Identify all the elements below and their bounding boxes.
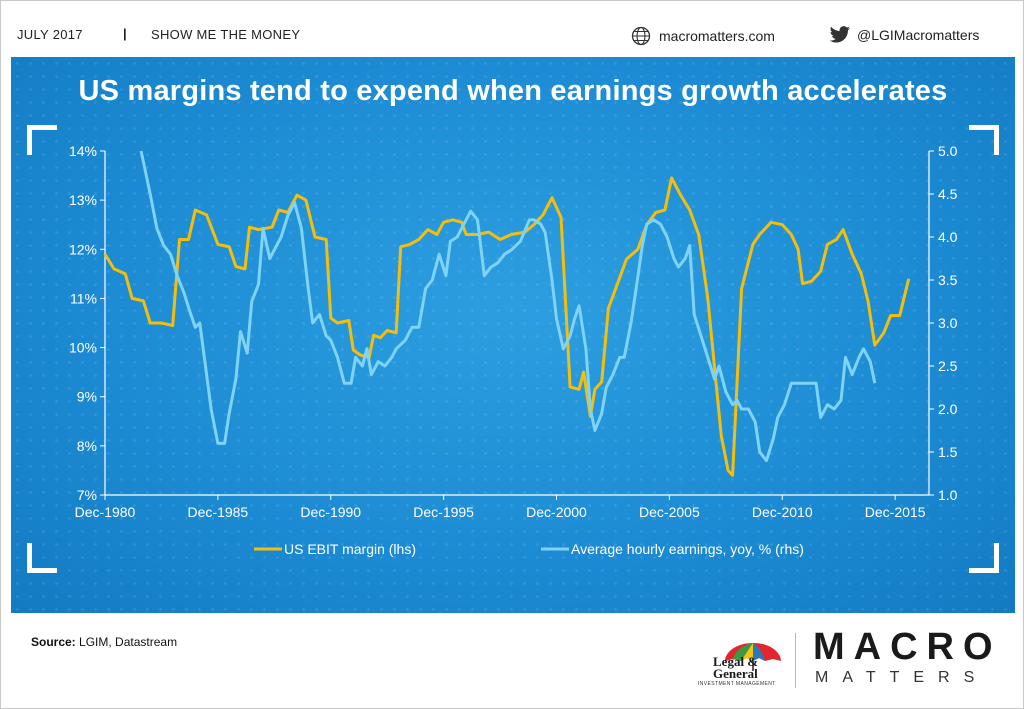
left-axis-tick-label: 9% [77, 389, 97, 405]
legend-label: US EBIT margin (lhs) [284, 541, 416, 557]
right-axis-tick-label: 1.0 [938, 487, 958, 503]
source-note: Source: LGIM, Datastream [31, 635, 177, 649]
matters-wordmark: MATTERS [815, 669, 989, 686]
x-axis-tick-label: Dec-1995 [413, 504, 474, 520]
legend-label: Average hourly earnings, yoy, % (rhs) [571, 541, 804, 557]
corner-bracket-top-right [969, 125, 999, 155]
report-date: JULY 2017 [17, 27, 83, 42]
lg-name-line1: Legal & [713, 654, 759, 669]
website-link[interactable]: macromatters.com [631, 26, 775, 46]
right-axis-tick-label: 3.5 [938, 272, 958, 288]
right-axis-tick-label: 3.0 [938, 315, 958, 331]
legal-general-wordmark: Legal & General [713, 654, 759, 681]
twitter-link[interactable]: @LGIMacromatters [829, 26, 979, 44]
header-separator: | [123, 26, 127, 41]
hourly-earnings-line [139, 150, 877, 463]
series-name: SHOW ME THE MONEY [151, 27, 301, 42]
lg-name-line2: General [713, 666, 758, 681]
website-text: macromatters.com [659, 28, 775, 44]
x-axis-tick-label: Dec-1990 [300, 504, 361, 520]
ebit-margin-line [103, 176, 911, 477]
left-axis-tick-label: 8% [77, 438, 97, 454]
x-axis-tick-label: Dec-2010 [752, 504, 813, 520]
source-text: LGIM, Datastream [79, 635, 178, 649]
x-axis-tick-label: Dec-2000 [526, 504, 587, 520]
top-header: JULY 2017 | SHOW ME THE MONEY macromatte… [11, 13, 1015, 57]
right-axis-tick-label: 5.0 [938, 143, 958, 159]
x-axis-tick-label: Dec-1985 [188, 504, 249, 520]
corner-bracket-bottom-left [27, 543, 57, 573]
macro-wordmark: MACRO [813, 626, 1002, 668]
corner-bracket-top-left [27, 125, 57, 155]
footer-divider [795, 633, 796, 688]
twitter-handle: @LGIMacromatters [857, 27, 980, 43]
left-axis-tick-label: 10% [69, 340, 97, 356]
x-axis-tick-label: Dec-2005 [639, 504, 700, 520]
panel-dot-pattern [11, 57, 1015, 613]
lg-subtitle: INVESTMENT MANAGEMENT [698, 681, 776, 687]
twitter-bird-icon [829, 26, 850, 43]
line-chart: 7% 8% 9% 10% 11% 12% 13% 14% 1.0 1.5 2.0 2.5 3.0 3.5 4… [69, 143, 958, 557]
x-axis-tick-label: Dec-1980 [75, 504, 136, 520]
left-axis-tick-label: 13% [69, 192, 97, 208]
right-axis-tick-label: 2.0 [938, 401, 958, 417]
chart-panel: US margins tend to expend when earnings … [11, 57, 1015, 613]
x-axis-tick-label: Dec-2015 [865, 504, 926, 520]
chart-headline: US margins tend to expend when earnings … [78, 75, 948, 107]
right-axis-tick-label: 4.5 [938, 186, 958, 202]
left-axis-tick-label: 12% [69, 241, 97, 257]
left-axis-tick-label: 14% [69, 143, 97, 159]
right-axis-tick-label: 4.0 [938, 229, 958, 245]
corner-bracket-bottom-right [969, 543, 999, 573]
right-axis-tick-label: 2.5 [938, 358, 958, 374]
source-label: Source: [31, 635, 76, 649]
right-axis-tick-label: 1.5 [938, 444, 958, 460]
left-axis-tick-label: 7% [77, 487, 97, 503]
left-axis-tick-label: 11% [70, 290, 97, 306]
legal-general-umbrella-logo [725, 643, 781, 671]
globe-icon [631, 26, 651, 46]
